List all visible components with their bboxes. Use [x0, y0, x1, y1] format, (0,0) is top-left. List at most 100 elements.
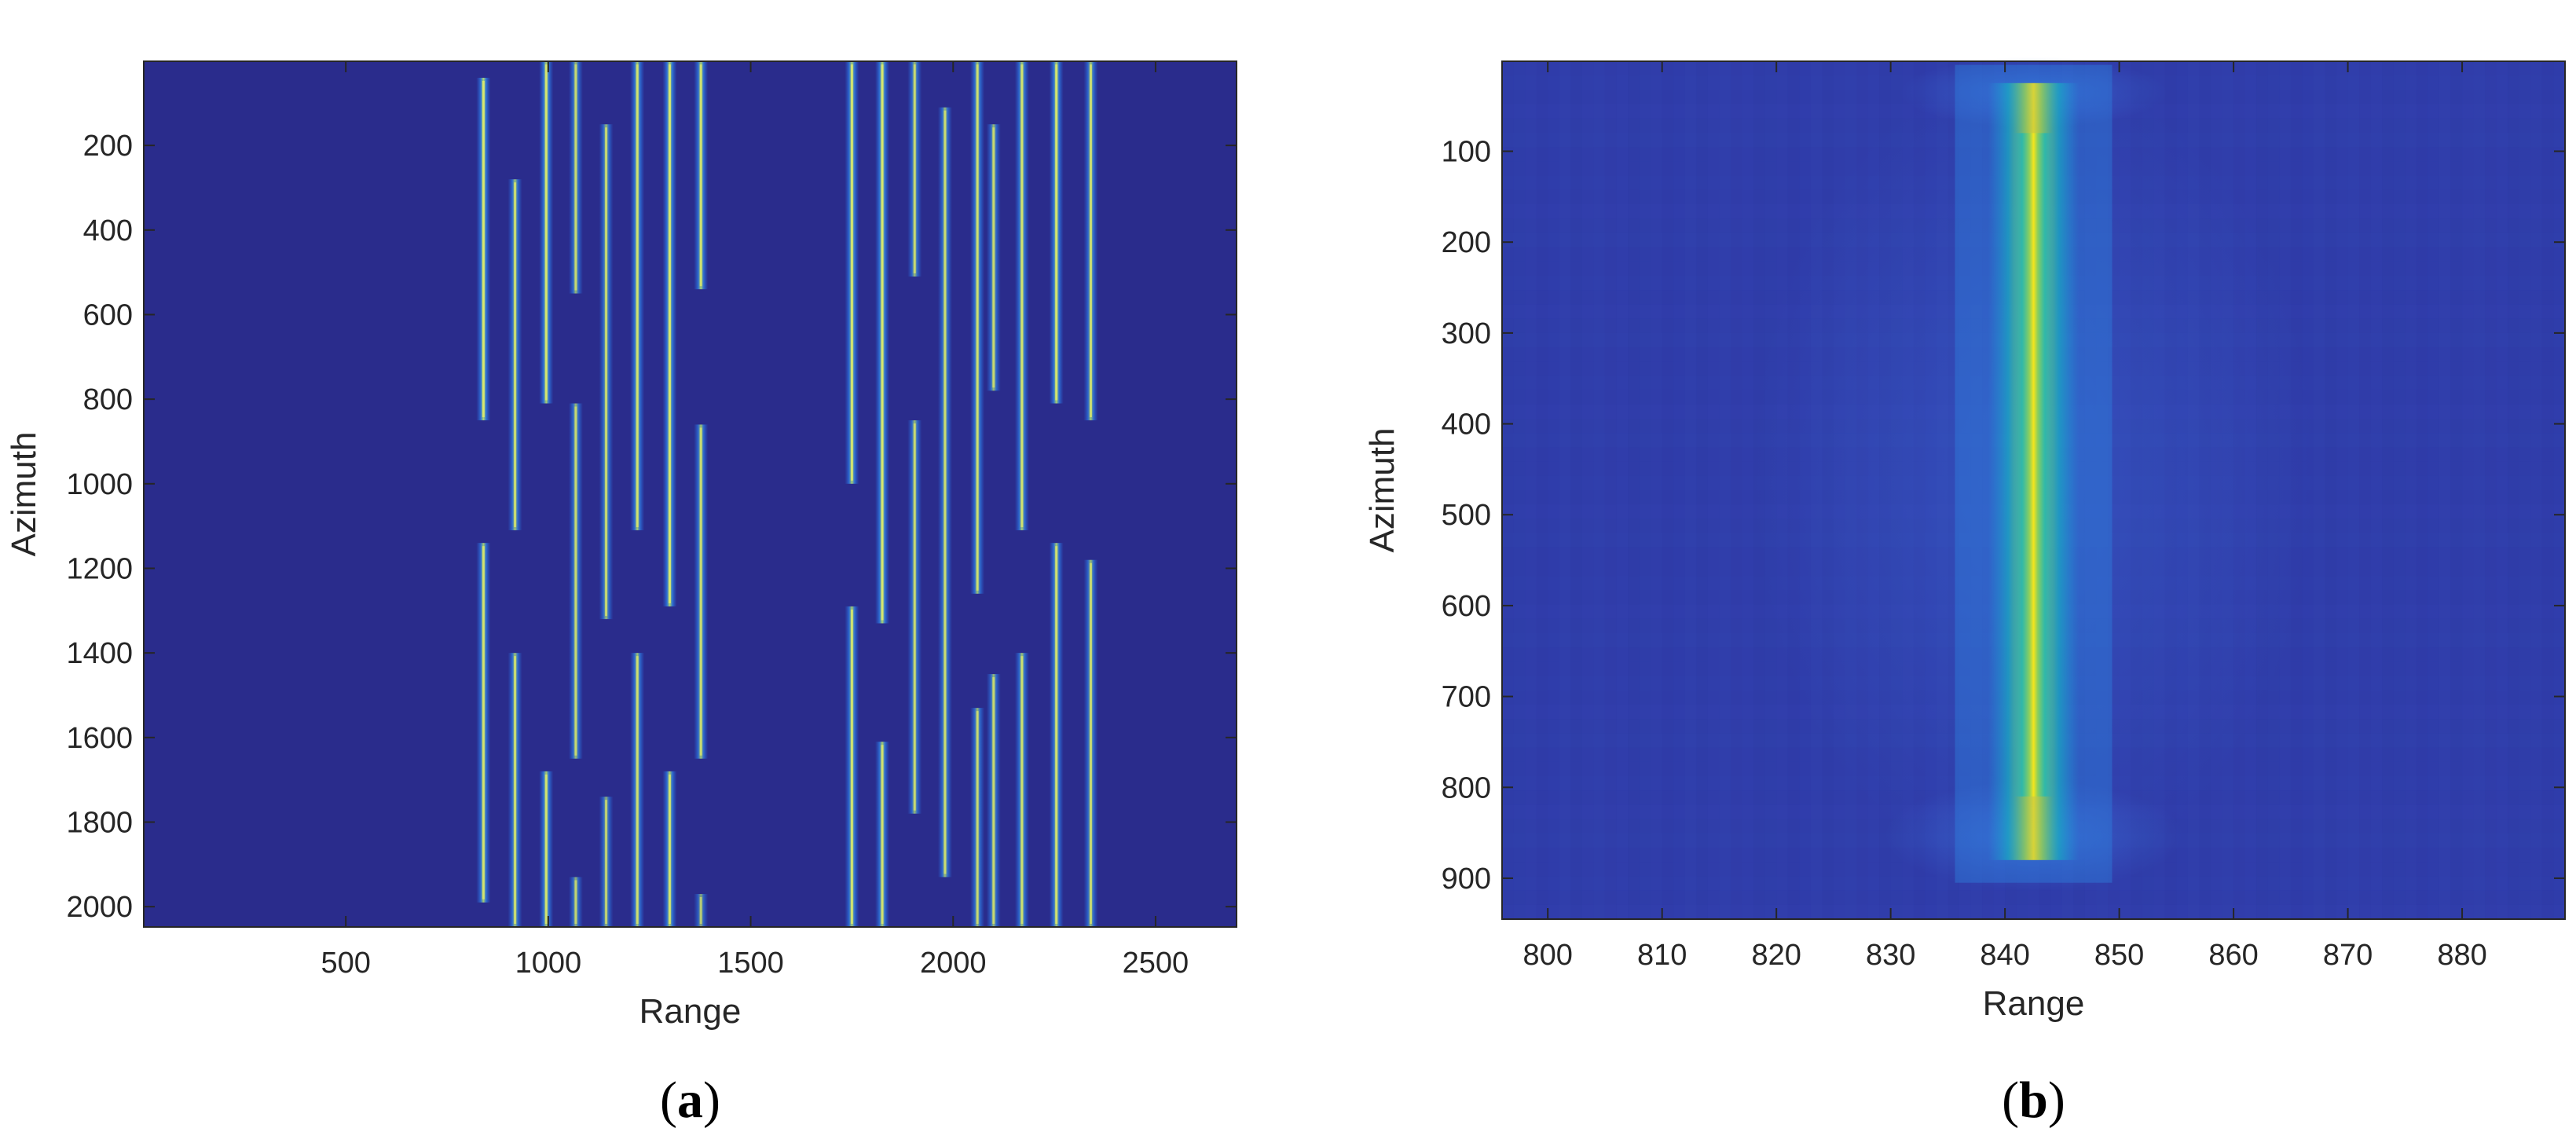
panel-a-letter: a: [677, 1072, 703, 1129]
texture-column: [2473, 61, 2486, 919]
texture-column: [2541, 61, 2554, 919]
target-line-core: [976, 64, 979, 591]
x-tick-label: 870: [2323, 939, 2373, 972]
x-tick-label: 830: [1866, 939, 1915, 972]
texture-column: [2347, 61, 2360, 919]
y-tick-label: 500: [1442, 499, 1491, 532]
target-line-core: [913, 423, 916, 811]
texture-column: [2553, 61, 2565, 919]
y-tick-label: 1600: [66, 722, 133, 755]
panel-b-letter: b: [2019, 1072, 2048, 1129]
panel-a-targets: [476, 61, 1098, 927]
texture-column: [1559, 61, 1571, 919]
target-line-core: [1089, 562, 1092, 924]
x-tick-label: 820: [1751, 939, 1801, 972]
texture-column: [2450, 61, 2463, 919]
texture-column: [2462, 61, 2474, 919]
target-line-core: [605, 800, 608, 924]
panel-b-label: (b): [2002, 1072, 2065, 1129]
texture-column: [1742, 61, 1754, 919]
texture-column: [2519, 61, 2531, 919]
y-tick-label: 400: [1442, 408, 1491, 441]
target-line-core: [636, 64, 639, 528]
target-line-core: [514, 182, 517, 528]
texture-column: [2382, 61, 2394, 919]
texture-column: [1548, 61, 1559, 919]
panel-b-y-ticks: 100 200 300 400 500 600 700 800 900: [1442, 136, 2565, 896]
y-tick-label: 1800: [66, 806, 133, 839]
panel-a-x-axis-label: Range: [639, 992, 742, 1031]
y-tick-label: 200: [83, 130, 133, 163]
target-line-core: [699, 427, 702, 756]
x-tick-label: 850: [2094, 939, 2144, 972]
target-line-core: [881, 745, 884, 924]
x-tick-label: 2000: [920, 947, 987, 980]
texture-column: [1536, 61, 1548, 919]
x-tick-label: 880: [2437, 939, 2486, 972]
texture-column: [1707, 61, 1720, 919]
texture-column: [1673, 61, 1685, 919]
panel-b: 800 810 820 830 840 850 860 870 880 100 200 300 400…: [1363, 57, 2566, 1129]
texture-column: [2428, 61, 2439, 919]
texture-column: [2359, 61, 2371, 919]
panel-b-target: [1750, 57, 2317, 891]
target-line-core: [544, 64, 548, 401]
texture-column: [1525, 61, 1537, 919]
target-line-core: [1021, 64, 1024, 528]
texture-column: [1502, 61, 1514, 919]
x-tick-label: 2500: [1123, 947, 1189, 980]
target-line-core: [514, 656, 517, 924]
texture-column: [2325, 61, 2337, 919]
target-line-core: [699, 64, 702, 287]
texture-column: [1581, 61, 1594, 919]
target-line-core: [482, 80, 485, 418]
y-tick-label: 600: [83, 299, 133, 332]
target-line-core: [992, 127, 995, 388]
texture-column: [1639, 61, 1651, 919]
texture-column: [1570, 61, 1582, 919]
panel-b-y-axis-label: Azimuth: [1363, 428, 1402, 553]
target-line-core: [574, 406, 577, 756]
texture-column: [1616, 61, 1629, 919]
texture-column: [1593, 61, 1605, 919]
y-tick-label: 100: [1442, 136, 1491, 169]
panel-b-x-ticks: 800 810 820 830 840 850 860 870 880: [1523, 61, 2487, 972]
y-tick-label: 1400: [66, 637, 133, 670]
target-line-core: [636, 656, 639, 924]
y-tick-label: 200: [1442, 226, 1491, 259]
panel-b-x-axis-label: Range: [1983, 984, 2085, 1023]
texture-column: [2416, 61, 2428, 919]
target-line-core: [482, 546, 485, 899]
x-tick-label: 1000: [515, 947, 582, 980]
target-line-core: [850, 609, 853, 924]
y-tick-label: 900: [1442, 863, 1491, 896]
target-line-core: [944, 110, 947, 874]
y-tick-label: 2000: [66, 891, 133, 924]
target-line-core: [976, 711, 979, 924]
x-tick-label: 840: [1980, 939, 2029, 972]
texture-column: [1651, 61, 1662, 919]
y-tick-label: 1000: [66, 468, 133, 501]
texture-column: [2496, 61, 2508, 919]
target-line-core: [913, 64, 916, 274]
texture-row: [1502, 891, 2565, 905]
target-line-core: [1089, 64, 1092, 418]
target-line-core: [1055, 546, 1058, 924]
texture-column: [1684, 61, 1697, 919]
texture-column: [2508, 61, 2519, 919]
y-tick-label: 700: [1442, 681, 1491, 714]
target-line-core: [881, 64, 884, 621]
y-tick-label: 300: [1442, 317, 1491, 350]
x-tick-label: 810: [1637, 939, 1687, 972]
panel-a-plot-area: [144, 61, 1237, 927]
texture-column: [1696, 61, 1708, 919]
target-line-core: [544, 774, 548, 924]
panel-a-label: (a): [660, 1072, 720, 1129]
panel-a: 500 1000 1500 2000 2500 200 400 600 800 1000 1200…: [5, 60, 1237, 1129]
target-line-core: [699, 897, 702, 924]
texture-column: [2530, 61, 2542, 919]
y-tick-label: 600: [1442, 590, 1491, 623]
texture-column: [2439, 61, 2451, 919]
panel-a-x-ticks: 500 1000 1500 2000 2500: [321, 61, 1189, 980]
target-line-core: [574, 64, 577, 291]
